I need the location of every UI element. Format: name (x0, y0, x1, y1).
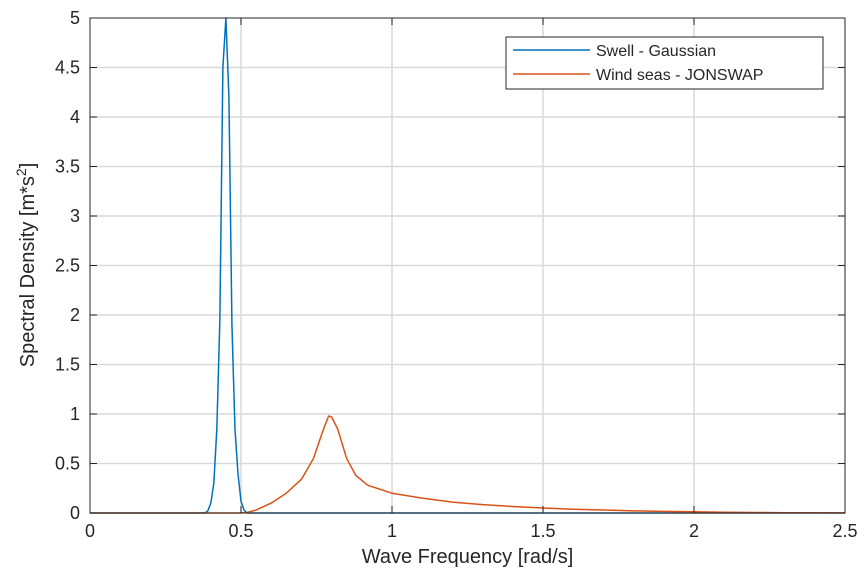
y-tick-label: 4.5 (55, 58, 80, 78)
y-tick-label: 0 (70, 503, 80, 523)
x-tick-label: 0 (85, 521, 95, 541)
grid (90, 18, 845, 513)
y-tick-label: 5 (70, 8, 80, 28)
legend-label-swell: Swell - Gaussian (596, 43, 716, 60)
y-tick-label: 1 (70, 404, 80, 424)
y-axis-title-end: ] (17, 163, 39, 169)
legend: Swell - Gaussian Wind seas - JONSWAP (505, 36, 824, 90)
legend-label-wind-seas: Wind seas - JONSWAP (596, 67, 763, 84)
y-axis-title: Spectral Density [m*s2] (13, 163, 39, 368)
y-tick-label: 0.5 (55, 454, 80, 474)
ticks: 0 0.5 1 1.5 2 2.5 0 0.5 1 1.5 2 2.5 3 3.5 4 4.5 5 (55, 8, 858, 541)
y-tick-label: 2.5 (55, 256, 80, 276)
legend-box (505, 36, 824, 90)
y-tick-label: 2 (70, 305, 80, 325)
x-tick-label: 2.5 (832, 521, 857, 541)
y-tick-label: 1.5 (55, 355, 80, 375)
y-tick-label: 3.5 (55, 157, 80, 177)
x-tick-label: 1.5 (530, 521, 555, 541)
y-tick-label: 3 (70, 206, 80, 226)
y-axis-title-main: Spectral Density [m*s (17, 176, 39, 367)
y-axis-title-superscript: 2 (13, 168, 29, 176)
x-tick-label: 2 (689, 521, 699, 541)
x-tick-label: 0.5 (228, 521, 253, 541)
x-tick-label: 1 (387, 521, 397, 541)
x-axis-title: Wave Frequency [rad/s] (362, 546, 574, 568)
y-tick-label: 4 (70, 107, 80, 127)
